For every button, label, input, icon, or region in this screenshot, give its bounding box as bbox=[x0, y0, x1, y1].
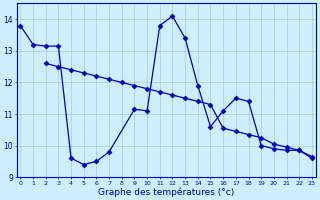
X-axis label: Graphe des températures (°c): Graphe des températures (°c) bbox=[98, 187, 234, 197]
